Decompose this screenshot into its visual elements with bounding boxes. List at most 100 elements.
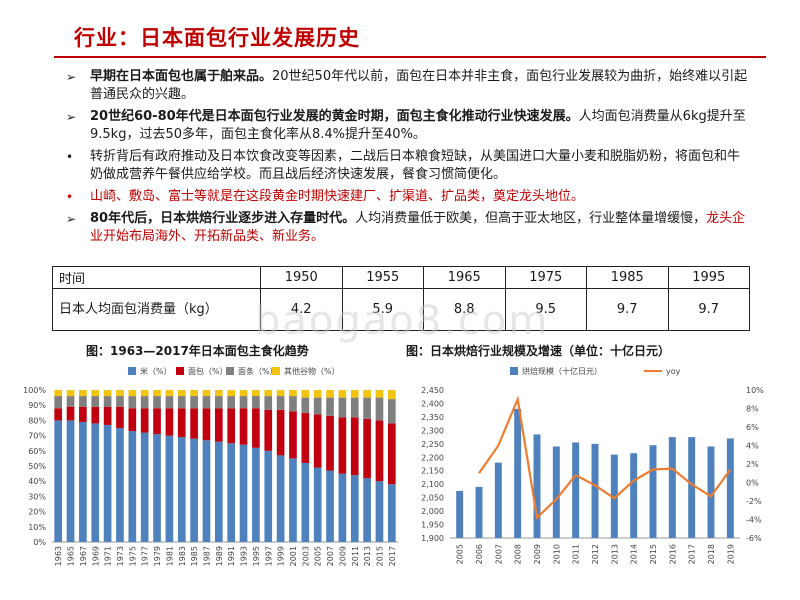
bar-segment: [276, 390, 285, 397]
x-tick-label: 1971: [104, 546, 113, 566]
bar-segment: [66, 390, 75, 397]
bullet-item: • 山崎、敷岛、富士等就是在这段黄金时期快速建厂、扩渠道、扩品类，奠定龙头地位。: [60, 188, 750, 206]
bar-segment: [301, 462, 310, 542]
bar-segment: [128, 431, 137, 542]
table-cell: 9.7: [667, 288, 750, 331]
x-tick-label: 2015: [649, 544, 658, 564]
bar-segment: [54, 420, 63, 542]
y-tick-label-left: 1,900: [421, 534, 444, 543]
y-tick-label-left: 2,400: [421, 399, 444, 408]
x-tick-label: 2018: [707, 544, 716, 564]
x-tick-label: 1991: [227, 546, 236, 566]
bar: [552, 446, 560, 538]
title-bar: 行业：日本面包行业发展历史: [0, 0, 800, 62]
bar-segment: [214, 441, 223, 542]
bar-segment: [153, 390, 161, 397]
y-tick-label-right: 10%: [746, 386, 764, 395]
x-tick-label: 1993: [240, 546, 249, 566]
bar-segment: [227, 443, 236, 542]
y-tick-label-right: 4%: [746, 442, 759, 451]
table-cell: 1985: [586, 266, 669, 289]
bar-segment: [264, 450, 273, 542]
bar-segment: [116, 390, 124, 397]
table-cell: 1955: [341, 266, 424, 289]
bar-segment: [326, 415, 334, 471]
bar-segment: [91, 406, 100, 424]
bar-segment: [350, 397, 359, 418]
x-tick-label: 2009: [338, 546, 347, 566]
y-tick-label: 0%: [33, 538, 46, 547]
bar-segment: [165, 435, 174, 542]
consumption-table: 时间 1950 1955 1965 1975 1985 1995 日本人均面包消…: [52, 266, 750, 331]
bullet-bold-text: 20世纪60-80年代是日本面包行业发展的黄金时期，面包主食化推动行业快速发展。: [90, 109, 579, 124]
x-tick-label: 1997: [264, 546, 273, 566]
arrow-bullet-icon: ➢: [66, 70, 77, 84]
y-tick-label-right: -6%: [746, 534, 762, 543]
dot-bullet-icon: •: [66, 150, 74, 164]
y-tick-label-right: 0%: [746, 479, 759, 488]
table-cell: 1995: [667, 266, 750, 289]
bar-segment: [128, 408, 137, 432]
bar-segment: [140, 408, 149, 433]
bar-segment: [239, 408, 248, 445]
table-row: 时间 1950 1955 1965 1975 1985 1995: [52, 266, 750, 289]
bar-segment: [375, 420, 384, 482]
x-tick-label: 2011: [351, 546, 360, 566]
bar-segment: [202, 390, 211, 397]
legend-label: 米（%）: [140, 366, 172, 376]
bar-segment: [177, 437, 186, 542]
y-tick-label-right: -2%: [746, 497, 762, 506]
x-tick-label: 2015: [375, 546, 384, 566]
staple-trend-chart: 米（%） 面包（%） 面条（%） 其他谷物（%） 0% 10% 20% 30% 40% 50% 60…: [23, 366, 398, 566]
bar-segment: [338, 397, 347, 418]
x-tick-label: 1963: [54, 546, 63, 566]
y-tick-label-left: 2,300: [421, 426, 444, 435]
bar-segment: [289, 390, 297, 397]
bar-segment: [140, 432, 149, 542]
bar-segment: [214, 396, 223, 409]
bar-segment: [116, 396, 124, 407]
legend-label: 其他谷物（%）: [284, 366, 340, 376]
bar-segment: [116, 428, 124, 542]
y-tick-label-right: -4%: [746, 516, 762, 525]
bar: [494, 462, 502, 538]
bakery-scale-chart: 烘焙规模（十亿日元） yoy 1,900 1,950 2,000 2,050 2,100 2,…: [421, 366, 764, 564]
bullet-text: 人均消费量低于欧美，但高于亚太地区，行业整体量增缓慢，: [355, 211, 707, 226]
bullet-text: 山崎、敷岛、富士等就是在这段黄金时期快速建厂、扩渠道、扩品类，奠定龙头地位。: [90, 189, 585, 204]
bar-segment: [54, 408, 63, 421]
bar-segment: [252, 408, 260, 448]
x-tick-label: 2007: [494, 544, 503, 564]
x-tick-label: 1965: [67, 546, 76, 566]
bar-segment: [252, 390, 260, 397]
x-tick-label: 1981: [165, 546, 174, 566]
legend-swatch: [176, 367, 184, 375]
table-cell: 4.2: [260, 288, 343, 331]
table-cell: 9.5: [504, 288, 587, 331]
y-tick-label-right: 6%: [746, 423, 759, 432]
x-tick-label: 1975: [128, 546, 137, 566]
y-tick-label-right: 8%: [746, 405, 759, 414]
page-title: 行业：日本面包行业发展历史: [74, 26, 360, 50]
y-tick-label: 70%: [28, 432, 46, 441]
bar-segment: [190, 408, 198, 439]
bar-segment: [375, 397, 384, 421]
bar-segment: [103, 406, 112, 425]
y-tick-label: 30%: [28, 492, 46, 501]
table-cell: 1950: [260, 266, 343, 289]
bar-segment: [301, 390, 310, 398]
bar: [707, 446, 715, 538]
table-cell: 9.7: [586, 288, 669, 331]
legend-label: 烘焙规模（十亿日元）: [522, 366, 602, 376]
y-tick-label-left: 2,100: [421, 480, 444, 489]
y-tick-label-left: 2,050: [421, 494, 444, 503]
x-tick-label: 2006: [475, 544, 484, 564]
bar-segment: [103, 390, 112, 397]
bullet-item: ➢ 20世纪60-80年代是日本面包行业发展的黄金时期，面包主食化推动行业快速发…: [60, 108, 750, 144]
x-tick-label: 1973: [116, 546, 125, 566]
legend-swatch: [272, 367, 280, 375]
y-tick-label: 90%: [28, 401, 46, 410]
bar-segment: [289, 396, 297, 412]
y-tick-label-left: 2,200: [421, 453, 444, 462]
table-row-header: 时间: [52, 266, 261, 289]
bar-segment: [252, 447, 260, 542]
